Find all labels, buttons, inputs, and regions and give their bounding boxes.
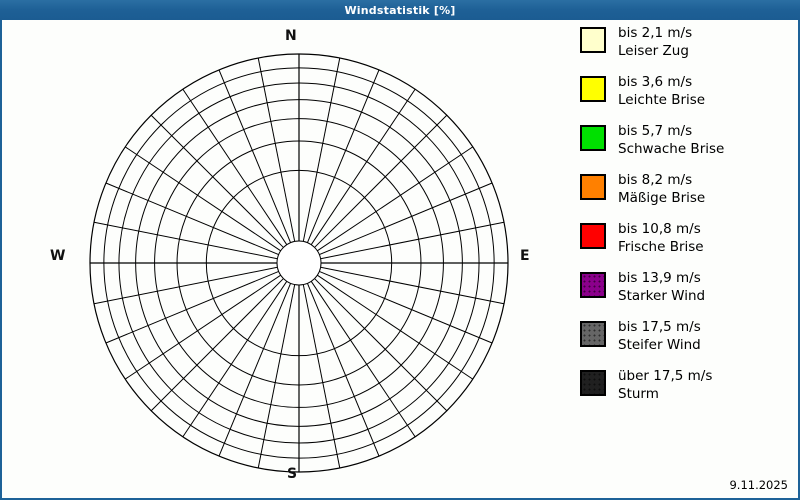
legend-label: bis 5,7 m/s Schwache Brise: [618, 123, 724, 159]
wind-rose-spoke: [105, 182, 279, 256]
legend-item[interactable]: über 17,5 m/s Sturm: [580, 368, 795, 408]
wind-rose-spoke: [310, 281, 416, 438]
legend-item[interactable]: bis 10,8 m/s Frische Brise: [580, 221, 795, 261]
wind-rose-chart[interactable]: N S W E: [2, 20, 562, 496]
wind-rose-spoke: [182, 281, 288, 438]
legend-beaufort-name: Frische Brise: [618, 238, 704, 255]
legend-label: bis 3,6 m/s Leichte Brise: [618, 74, 705, 110]
wind-rose-spoke: [320, 221, 505, 260]
wind-rose-spoke: [306, 283, 380, 457]
legend-speed-range: bis 3,6 m/s: [618, 74, 693, 90]
legend-item[interactable]: bis 2,1 m/s Leiser Zug: [580, 25, 795, 65]
wind-rose-spoke: [257, 57, 296, 242]
wind-rose-spoke: [150, 278, 284, 412]
legend-beaufort-name: Leichte Brise: [618, 91, 706, 108]
legend-color-swatch: [580, 125, 606, 151]
wind-rose-spoke: [105, 270, 279, 344]
legend-color-swatch: [580, 223, 606, 249]
legend-beaufort-name: Steifer Wind: [618, 336, 701, 353]
legend-label: bis 10,8 m/s Frische Brise: [618, 221, 704, 257]
wind-rose-spoke: [320, 266, 505, 305]
wind-rose-spoke: [310, 88, 416, 245]
wind-rose-spoke: [317, 146, 474, 252]
wind-rose-spoke: [93, 221, 278, 260]
wind-rose-spoke: [93, 266, 278, 305]
legend-color-swatch: [580, 272, 606, 298]
legend-label: über 17,5 m/s Sturm: [618, 368, 712, 404]
wind-rose-spoke: [319, 270, 493, 344]
wind-rose-spoke: [314, 114, 448, 248]
legend-speed-range: bis 8,2 m/s: [618, 172, 693, 188]
legend-item[interactable]: bis 5,7 m/s Schwache Brise: [580, 123, 795, 163]
legend-speed-range: bis 13,9 m/s: [618, 270, 701, 286]
window-title: Windstatistik [%]: [344, 3, 456, 17]
compass-label-north: N: [285, 28, 297, 44]
legend-speed-range: bis 2,1 m/s: [618, 25, 693, 41]
content-area: N S W E bis 2,1 m/s Leiser Zug bis 3,6 m/s…: [2, 20, 798, 496]
wind-rose-spoke: [306, 69, 380, 243]
legend-beaufort-name: Starker Wind: [618, 287, 706, 304]
wind-rose-spoke: [319, 182, 493, 256]
wind-rose-spoke: [150, 114, 284, 248]
legend-color-swatch: [580, 27, 606, 53]
wind-rose-spoke: [302, 57, 341, 242]
legend-speed-range: bis 5,7 m/s: [618, 123, 693, 139]
compass-label-east: E: [520, 248, 530, 264]
wind-rose-spoke: [257, 284, 296, 469]
legend-speed-range: bis 10,8 m/s: [618, 221, 701, 237]
wind-rose-spoke: [302, 284, 341, 469]
wind-rose-grid: [89, 53, 509, 473]
legend-color-swatch: [580, 76, 606, 102]
compass-label-west: W: [50, 248, 66, 264]
compass-label-south: S: [287, 466, 298, 482]
title-bar: Windstatistik [%]: [0, 0, 800, 20]
wind-rose-spoke: [218, 283, 292, 457]
legend-color-swatch: [580, 370, 606, 396]
legend-speed-range: bis 17,5 m/s: [618, 319, 701, 335]
legend-beaufort-name: Leiser Zug: [618, 42, 689, 59]
legend-label: bis 2,1 m/s Leiser Zug: [618, 25, 692, 61]
legend-item[interactable]: bis 3,6 m/s Leichte Brise: [580, 74, 795, 114]
legend-beaufort-name: Schwache Brise: [618, 140, 725, 157]
legend-label: bis 13,9 m/s Starker Wind: [618, 270, 705, 306]
wind-rose-spoke: [124, 146, 281, 252]
wind-rose-spoke: [124, 274, 281, 380]
legend-item[interactable]: bis 8,2 m/s Mäßige Brise: [580, 172, 795, 212]
wind-rose-spoke: [218, 69, 292, 243]
legend-color-swatch: [580, 321, 606, 347]
wind-rose-spoke: [314, 278, 448, 412]
wind-rose-spoke: [317, 274, 474, 380]
legend-beaufort-name: Mäßige Brise: [618, 189, 706, 206]
legend-beaufort-name: Sturm: [618, 385, 659, 402]
footer-date: 9.11.2025: [729, 478, 788, 492]
legend-color-swatch: [580, 174, 606, 200]
wind-speed-legend: bis 2,1 m/s Leiser Zug bis 3,6 m/s Leichte …: [580, 25, 795, 417]
legend-item[interactable]: bis 13,9 m/s Starker Wind: [580, 270, 795, 310]
legend-item[interactable]: bis 17,5 m/s Steifer Wind: [580, 319, 795, 359]
legend-label: bis 17,5 m/s Steifer Wind: [618, 319, 701, 355]
legend-speed-range: über 17,5 m/s: [618, 368, 713, 384]
wind-rose-spoke: [182, 88, 288, 245]
wind-rose-center-hub: [276, 240, 322, 286]
legend-label: bis 8,2 m/s Mäßige Brise: [618, 172, 705, 208]
